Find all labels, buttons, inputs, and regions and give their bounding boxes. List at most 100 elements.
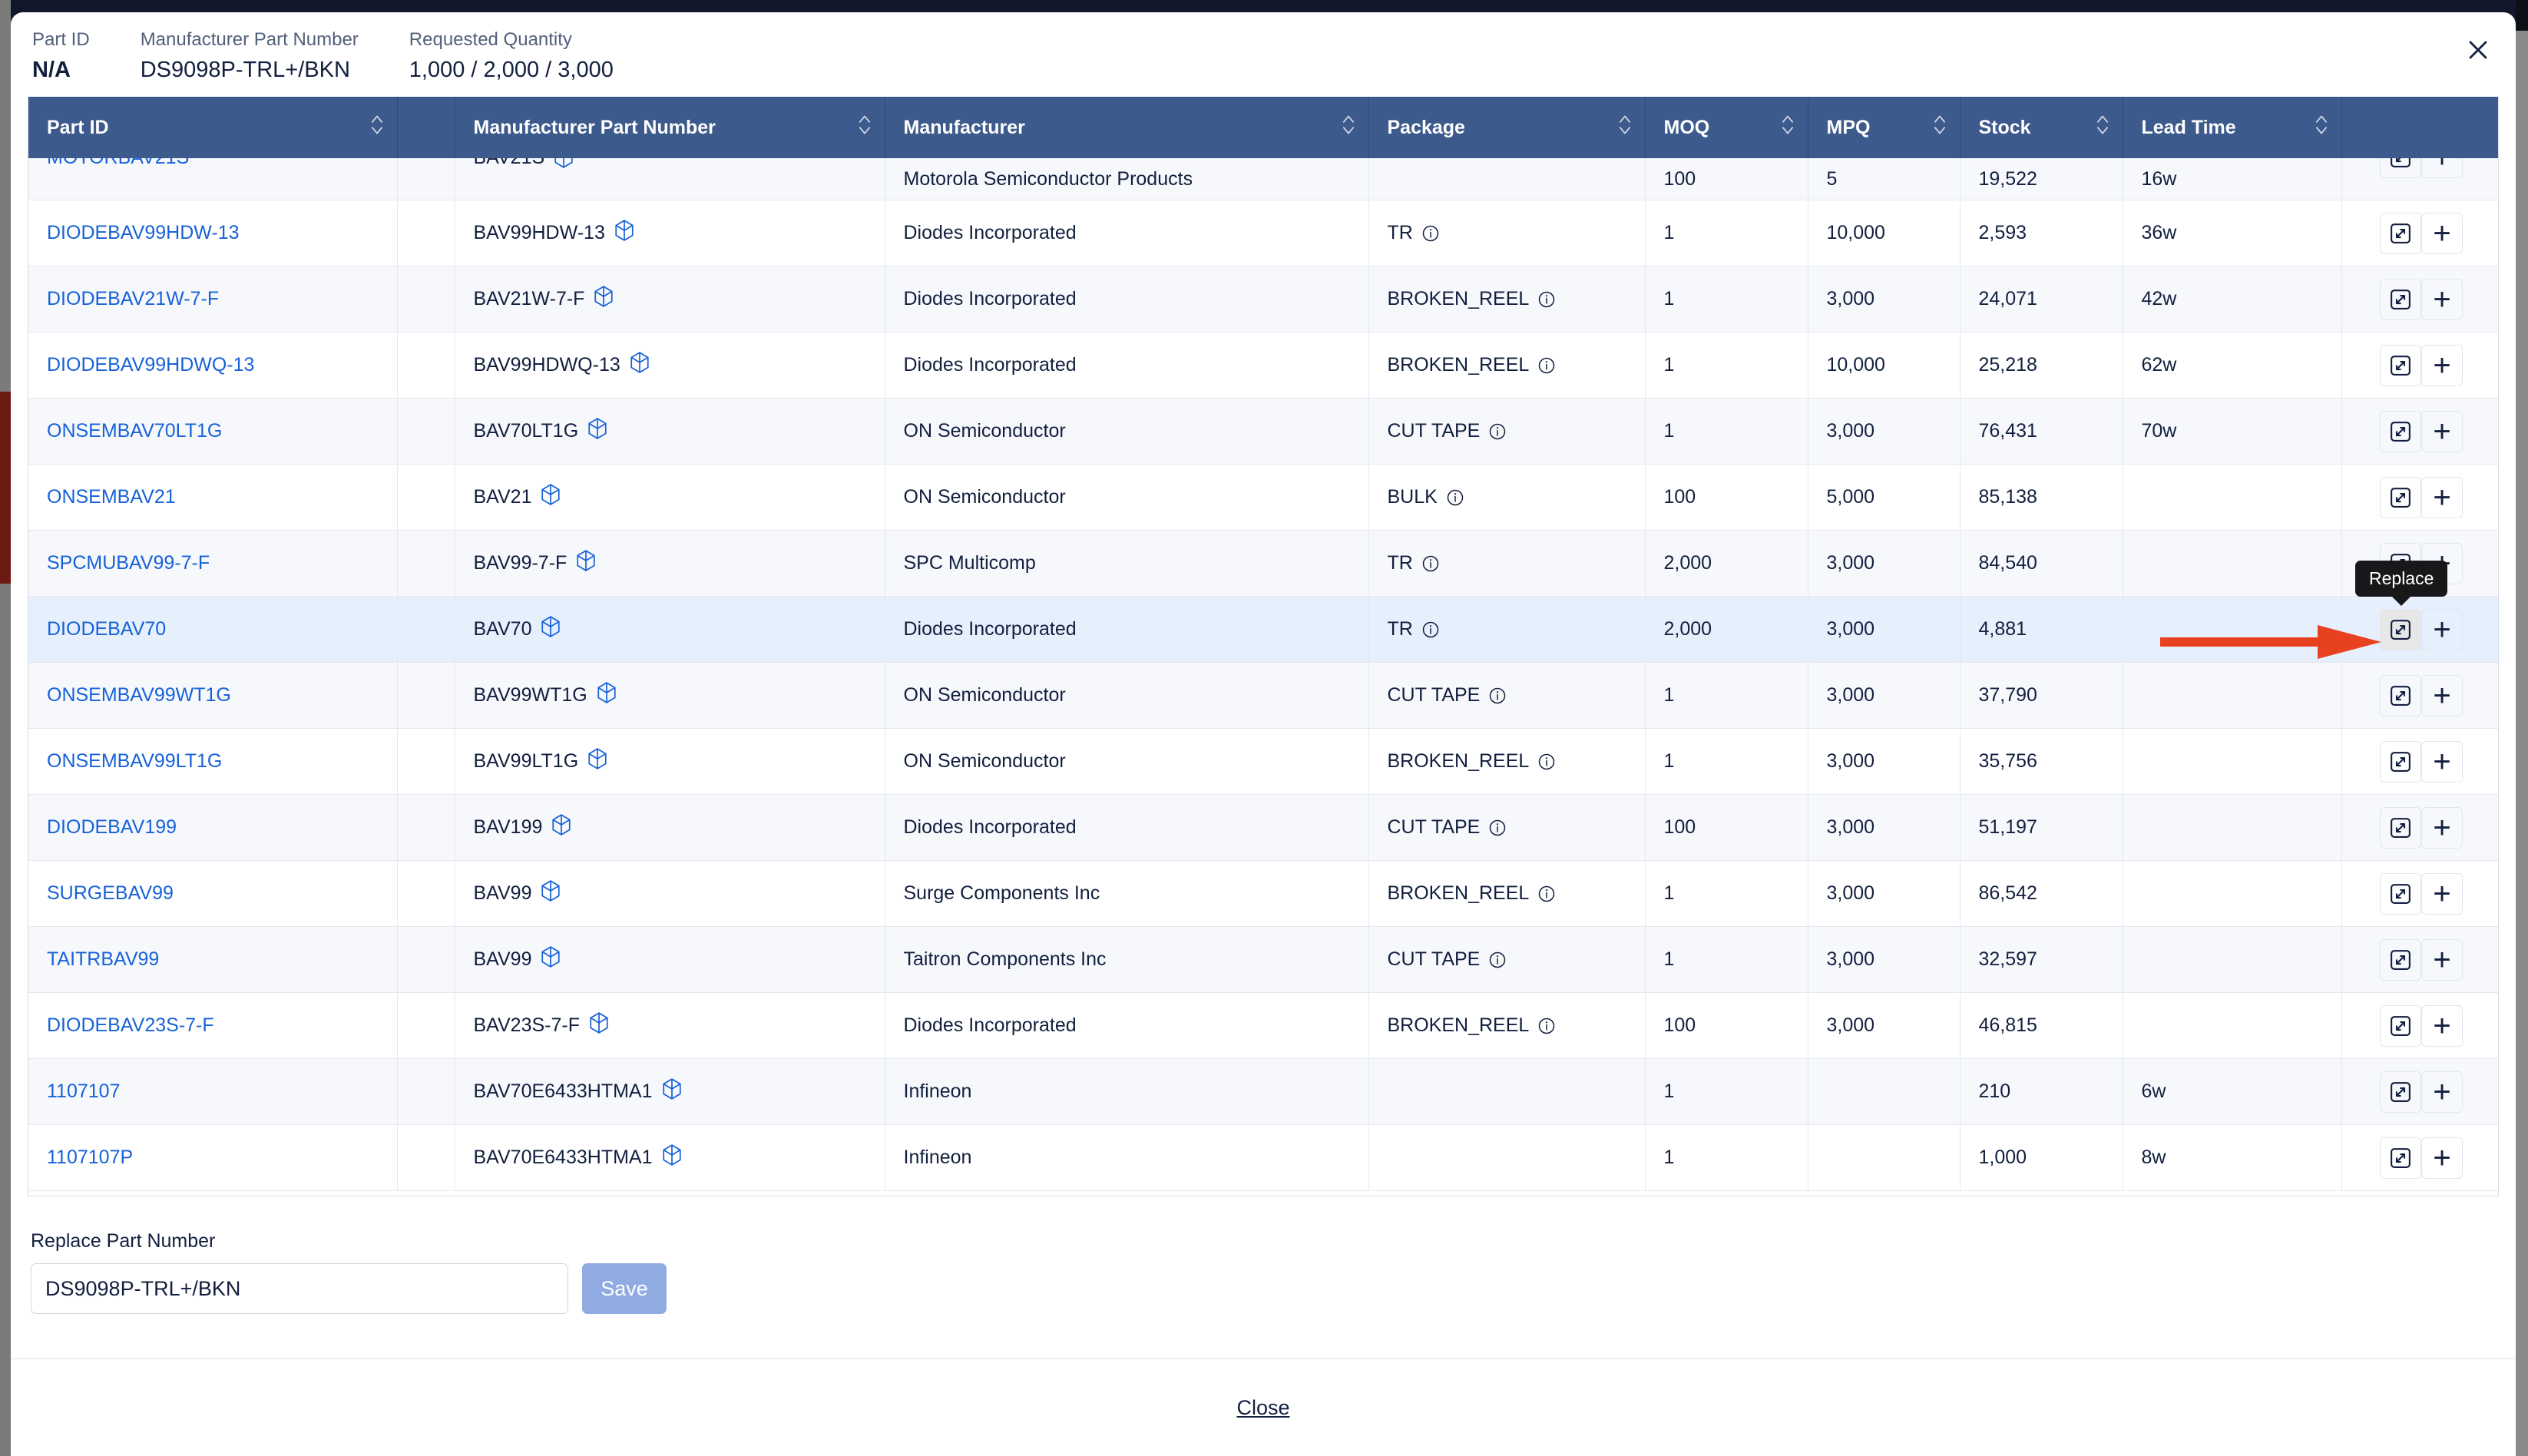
table-row[interactable]: MOTORBAV21S BAV21S Motorola Semiconductor … [28,158,2498,200]
table-row[interactable]: ONSEMBAV99LT1G BAV99LT1G ON Semiconductor B… [28,728,2498,795]
part-id-link[interactable]: DIODEBAV199 [47,816,177,838]
table-row[interactable]: DIODEBAV99HDWQ-13 BAV99HDWQ-13 Diodes Inco… [28,332,2498,399]
replace-part-number-input[interactable] [31,1263,568,1314]
replace-button[interactable] [2380,872,2421,915]
add-button[interactable]: + [2421,212,2463,254]
part-id-link[interactable]: DIODEBAV99HDW-13 [47,222,240,243]
replace-button[interactable] [2380,674,2421,716]
cube-icon[interactable] [614,220,634,247]
cube-icon[interactable] [554,158,574,168]
add-button[interactable]: + [2421,674,2463,716]
add-button[interactable]: + [2421,344,2463,386]
sort-icon-manufacturer[interactable] [1341,113,1356,143]
cube-icon[interactable] [576,550,596,577]
replace-button[interactable] [2380,476,2421,518]
add-button[interactable]: + [2421,1004,2463,1047]
cube-icon[interactable] [594,286,614,313]
part-id-link[interactable]: DIODEBAV23S-7-F [47,1014,214,1036]
replace-button[interactable] [2380,1004,2421,1047]
column-header-stock[interactable]: Stock [1960,97,2123,158]
add-button[interactable]: + [2421,740,2463,783]
part-id-link[interactable]: ONSEMBAV99WT1G [47,684,231,706]
part-id-link[interactable]: TAITRBAV99 [47,948,160,970]
cube-icon[interactable] [541,484,561,511]
table-row[interactable]: ONSEMBAV21 BAV21 ON Semiconductor BULK 100 5,… [28,464,2498,531]
parts-table-container[interactable]: Part ID Manufacturer Part Number [28,97,2499,1196]
table-row[interactable]: DIODEBAV23S-7-F BAV23S-7-F Diodes Incorpor… [28,992,2498,1059]
part-id-link[interactable]: 1107107 [47,1080,121,1102]
part-id-link[interactable]: SURGEBAV99 [47,882,174,904]
part-id-link[interactable]: DIODEBAV70 [47,618,167,640]
column-header-part-id[interactable]: Part ID [28,97,398,158]
replace-button[interactable] [2380,410,2421,452]
replace-button[interactable] [2380,938,2421,981]
page-scrollbar[interactable] [2516,0,2528,1456]
part-id-link[interactable]: DIODEBAV21W-7-F [47,288,220,309]
add-button[interactable]: + [2421,872,2463,915]
cube-icon[interactable] [587,748,607,775]
table-row[interactable]: SPCMUBAV99-7-F BAV99-7-F SPC Multicomp TR 2,… [28,530,2498,597]
sort-icon-moq[interactable] [1780,113,1795,143]
column-header-package[interactable]: Package [1368,97,1646,158]
column-header-manufacturer[interactable]: Manufacturer [885,97,1369,158]
table-row[interactable]: ONSEMBAV99WT1G BAV99WT1G ON Semiconductor C… [28,662,2498,729]
column-header-moq[interactable]: MOQ [1645,97,1808,158]
add-button[interactable]: + [2421,278,2463,320]
close-button[interactable]: Close [1236,1396,1290,1419]
table-row[interactable]: 1107107 BAV70E6433HTMA1 Infineon 1 210 6w + [28,1058,2498,1125]
cube-icon[interactable] [662,1078,682,1105]
replace-button[interactable] [2380,158,2421,178]
add-button[interactable]: + [2421,938,2463,981]
table-row[interactable]: ONSEMBAV70LT1G BAV70LT1G ON Semiconductor C… [28,398,2498,465]
close-icon[interactable] [2460,32,2496,68]
sort-icon-package[interactable] [1617,113,1633,143]
replace-button[interactable] [2380,344,2421,386]
sort-icon-mpq[interactable] [1932,113,1947,143]
cube-icon[interactable] [662,1144,682,1171]
replace-button[interactable] [2380,608,2421,650]
add-button[interactable]: + [2421,608,2463,650]
sort-icon-part-id[interactable] [369,113,385,143]
sort-icon-stock[interactable] [2095,113,2110,143]
save-button[interactable]: Save [582,1263,667,1314]
table-row[interactable]: TAITRBAV99 BAV99 Taitron Components Inc CUT… [28,926,2498,993]
cube-icon[interactable] [597,682,617,709]
cube-icon[interactable] [587,418,607,445]
add-button[interactable]: + [2421,1137,2463,1179]
replace-button[interactable] [2380,278,2421,320]
part-id-link[interactable]: ONSEMBAV21 [47,486,176,508]
table-row[interactable]: DIODEBAV99HDW-13 BAV99HDW-13 Diodes Incorp… [28,200,2498,266]
add-button[interactable]: + [2421,410,2463,452]
table-row[interactable]: DIODEBAV70 BAV70 Diodes Incorporated TR 2,00… [28,596,2498,663]
add-button[interactable]: + [2421,476,2463,518]
add-button[interactable]: + [2421,158,2463,178]
sort-icon-lead-time[interactable] [2314,113,2329,143]
part-id-link[interactable]: 1107107P [47,1147,134,1168]
part-id-link[interactable]: SPCMUBAV99-7-F [47,552,210,574]
sort-icon-mpn[interactable] [857,113,872,143]
replace-button[interactable] [2380,740,2421,783]
part-id-link[interactable]: ONSEMBAV70LT1G [47,420,223,442]
add-button[interactable]: + [2421,1070,2463,1113]
column-header-mpq[interactable]: MPQ [1808,97,1961,158]
table-row[interactable]: SURGEBAV99 BAV99 Surge Components Inc BROKE… [28,860,2498,927]
cube-icon[interactable] [551,814,571,841]
column-header-mpn[interactable]: Manufacturer Part Number [455,97,885,158]
part-id-link[interactable]: ONSEMBAV99LT1G [47,750,223,772]
add-button[interactable]: + [2421,806,2463,849]
replace-button[interactable] [2380,1070,2421,1113]
cube-icon[interactable] [541,880,561,907]
cube-icon[interactable] [541,616,561,643]
cube-icon[interactable] [541,946,561,973]
replace-button[interactable] [2380,1137,2421,1179]
column-header-lead-time[interactable]: Lead Time [2123,97,2342,158]
table-row[interactable]: 1107107P BAV70E6433HTMA1 Infineon 1 1,000 8w + [28,1124,2498,1191]
cube-icon[interactable] [630,352,650,379]
part-id-link[interactable]: DIODEBAV99HDWQ-13 [47,354,255,376]
table-row[interactable]: DIODEBAV21W-7-F BAV21W-7-F Diodes Incorpor… [28,266,2498,333]
cube-icon[interactable] [589,1012,609,1039]
replace-button[interactable] [2380,212,2421,254]
table-row[interactable]: DIODEBAV199 BAV199 Diodes Incorporated CUT … [28,794,2498,861]
part-id-link[interactable]: MOTORBAV21S [47,158,189,168]
replace-button[interactable] [2380,806,2421,849]
